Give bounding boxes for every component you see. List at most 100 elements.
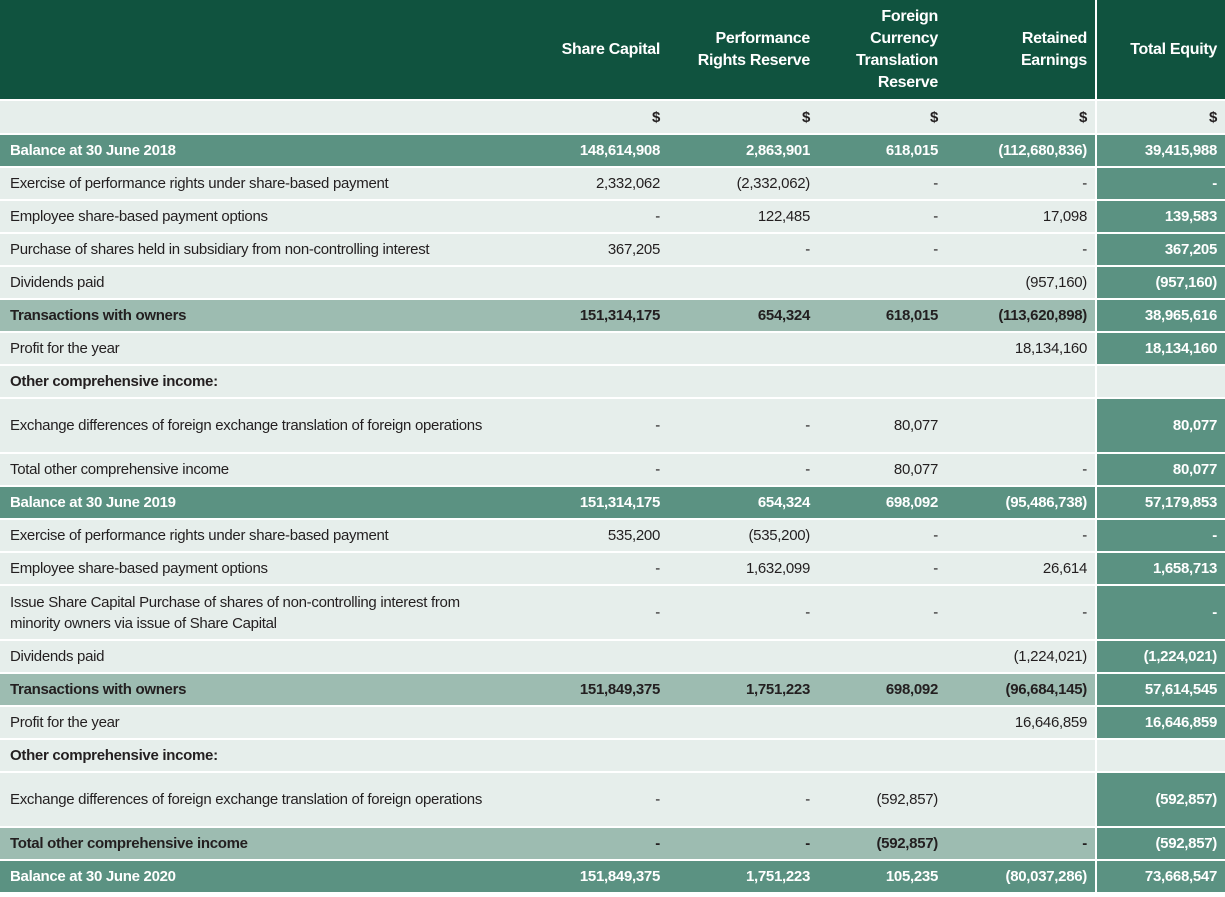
row-label: Other comprehensive income:: [0, 366, 510, 399]
value-cell: 618,015: [818, 300, 946, 333]
empty-cell: [946, 399, 1095, 454]
value-cell: (535,200): [668, 520, 818, 553]
row-label: Employee share-based payment options: [0, 553, 510, 586]
table-row: Profit for the year 16,646,859 16,646,859: [0, 707, 1225, 740]
value-cell: 73,668,547: [1095, 861, 1225, 894]
row-label: Exercise of performance rights under sha…: [0, 168, 510, 201]
row-label: Total other comprehensive income: [0, 454, 510, 487]
value-cell: -: [1095, 520, 1225, 553]
value-cell: -: [1095, 168, 1225, 201]
value-cell: -: [818, 168, 946, 201]
value-cell: 38,965,616: [1095, 300, 1225, 333]
value-cell: 1,632,099: [668, 553, 818, 586]
row-label: Transactions with owners: [0, 300, 510, 333]
empty-cell: [510, 641, 668, 674]
value-cell: -: [510, 586, 668, 641]
row-label: Issue Share Capital Purchase of shares o…: [0, 586, 510, 641]
unit-cell: $: [1095, 101, 1225, 135]
table-row: Employee share-based payment options -1,6…: [0, 553, 1225, 586]
row-label: Profit for the year: [0, 333, 510, 366]
value-cell: 151,849,375: [510, 674, 668, 707]
value-cell: 151,314,175: [510, 487, 668, 520]
row-label: Transactions with owners: [0, 674, 510, 707]
value-cell: -: [946, 454, 1095, 487]
value-cell: (2,332,062): [668, 168, 818, 201]
empty-cell: [818, 267, 946, 300]
value-cell: 139,583: [1095, 201, 1225, 234]
value-cell: 151,314,175: [510, 300, 668, 333]
row-label: Employee share-based payment options: [0, 201, 510, 234]
value-cell: (1,224,021): [1095, 641, 1225, 674]
empty-cell: [818, 641, 946, 674]
empty-cell: [1095, 740, 1225, 773]
value-cell: -: [818, 234, 946, 267]
row-label: Balance at 30 June 2018: [0, 135, 510, 168]
row-label: Dividends paid: [0, 641, 510, 674]
row-label: Exercise of performance rights under sha…: [0, 520, 510, 553]
value-cell: -: [946, 520, 1095, 553]
value-cell: 57,179,853: [1095, 487, 1225, 520]
value-cell: 80,077: [818, 454, 946, 487]
table-body: $ $ $ $ $ Balance at 30 June 2018 148,614,908…: [0, 101, 1225, 894]
row-label: Balance at 30 June 2019: [0, 487, 510, 520]
table-row: Exchange differences of foreign exchange…: [0, 773, 1225, 828]
value-cell: -: [946, 234, 1095, 267]
value-cell: -: [818, 553, 946, 586]
empty-cell: [818, 740, 946, 773]
value-cell: 57,614,545: [1095, 674, 1225, 707]
empty-cell: [510, 333, 668, 366]
row-label: Dividends paid: [0, 267, 510, 300]
value-cell: 367,205: [1095, 234, 1225, 267]
value-cell: 1,751,223: [668, 674, 818, 707]
value-cell: -: [510, 454, 668, 487]
empty-cell: [668, 740, 818, 773]
value-cell: 80,077: [1095, 399, 1225, 454]
value-cell: -: [510, 201, 668, 234]
value-cell: (113,620,898): [946, 300, 1095, 333]
empty-cell: [668, 267, 818, 300]
value-cell: 367,205: [510, 234, 668, 267]
table-row: Exchange differences of foreign exchange…: [0, 399, 1225, 454]
value-cell: -: [668, 586, 818, 641]
table-row: Dividends paid (957,160) (957,160): [0, 267, 1225, 300]
value-cell: -: [510, 828, 668, 861]
units-cell: [0, 101, 510, 135]
value-cell: 105,235: [818, 861, 946, 894]
value-cell: -: [668, 399, 818, 454]
table-row: Total other comprehensive income - - (592,8…: [0, 828, 1225, 861]
table-row: Transactions with owners 151,849,375 1,751…: [0, 674, 1225, 707]
value-cell: 1,658,713: [1095, 553, 1225, 586]
value-cell: 535,200: [510, 520, 668, 553]
empty-cell: [510, 366, 668, 399]
row-label: Exchange differences of foreign exchange…: [0, 399, 510, 454]
value-cell: (592,857): [818, 828, 946, 861]
column-header: Total Equity: [1095, 0, 1225, 101]
value-cell: 18,134,160: [1095, 333, 1225, 366]
empty-cell: [668, 707, 818, 740]
value-cell: -: [818, 201, 946, 234]
table-row: Exercise of performance rights under sha…: [0, 168, 1225, 201]
table-row: Other comprehensive income:: [0, 366, 1225, 399]
empty-cell: [668, 366, 818, 399]
value-cell: -: [818, 520, 946, 553]
value-cell: -: [946, 586, 1095, 641]
value-cell: (112,680,836): [946, 135, 1095, 168]
table-row: Other comprehensive income:: [0, 740, 1225, 773]
value-cell: -: [668, 828, 818, 861]
value-cell: 148,614,908: [510, 135, 668, 168]
empty-cell: [818, 333, 946, 366]
table-row: Exercise of performance rights under sha…: [0, 520, 1225, 553]
units-row: $ $ $ $ $: [0, 101, 1225, 135]
value-cell: 16,646,859: [1095, 707, 1225, 740]
empty-cell: [510, 267, 668, 300]
row-label: Total other comprehensive income: [0, 828, 510, 861]
header-row: Share Capital Performance Rights Reserve F…: [0, 0, 1225, 101]
value-cell: -: [946, 168, 1095, 201]
value-cell: (957,160): [1095, 267, 1225, 300]
value-cell: 80,077: [818, 399, 946, 454]
value-cell: 2,332,062: [510, 168, 668, 201]
value-cell: (80,037,286): [946, 861, 1095, 894]
column-header: Share Capital: [510, 0, 668, 101]
row-label: Exchange differences of foreign exchange…: [0, 773, 510, 828]
